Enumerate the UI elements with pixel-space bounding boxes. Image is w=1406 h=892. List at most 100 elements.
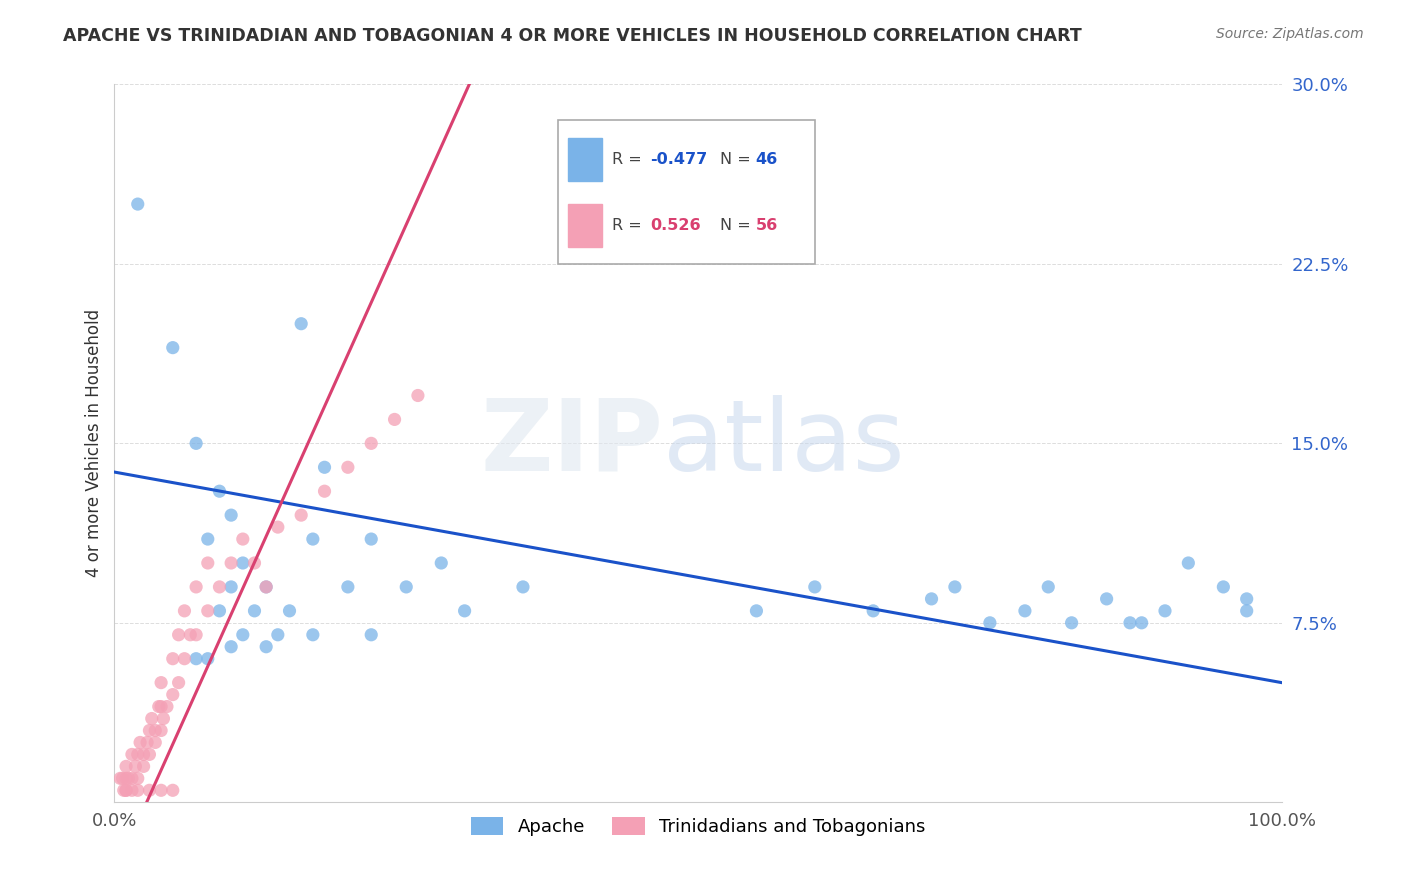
Point: [219, 508, 242, 523]
Point: [979, 615, 1001, 630]
Point: [150, 723, 173, 738]
Point: [943, 580, 966, 594]
Point: [254, 580, 277, 594]
Point: [148, 699, 170, 714]
Point: [110, 772, 132, 786]
Point: [150, 675, 173, 690]
Point: [453, 604, 475, 618]
Point: [1212, 580, 1234, 594]
Point: [1130, 615, 1153, 630]
Point: [1236, 591, 1258, 606]
Point: [167, 628, 190, 642]
Point: [360, 628, 382, 642]
Point: [197, 556, 219, 570]
Text: APACHE VS TRINIDADIAN AND TOBAGONIAN 4 OR MORE VEHICLES IN HOUSEHOLD CORRELATION: APACHE VS TRINIDADIAN AND TOBAGONIAN 4 O…: [63, 27, 1083, 45]
Point: [152, 712, 174, 726]
Point: [232, 532, 254, 546]
Point: [184, 580, 207, 594]
Point: [143, 723, 166, 738]
Point: [156, 699, 179, 714]
Point: [1154, 604, 1177, 618]
Point: [921, 591, 943, 606]
Point: [184, 436, 207, 450]
Point: [745, 604, 768, 618]
Point: [219, 556, 242, 570]
Point: [136, 735, 159, 749]
Point: [243, 556, 266, 570]
Point: [512, 580, 534, 594]
Point: [132, 759, 155, 773]
Point: [430, 556, 453, 570]
Point: [115, 772, 138, 786]
Point: [290, 508, 312, 523]
Point: [127, 772, 149, 786]
Point: [395, 580, 418, 594]
Point: [129, 735, 152, 749]
Point: [167, 675, 190, 690]
Point: [143, 735, 166, 749]
Point: [127, 197, 149, 211]
Point: [184, 628, 207, 642]
Point: [219, 580, 242, 594]
Point: [208, 604, 231, 618]
Point: [804, 580, 827, 594]
Point: [197, 604, 219, 618]
Point: [254, 640, 277, 654]
Point: [138, 723, 160, 738]
Point: [1119, 615, 1142, 630]
Point: [314, 484, 336, 499]
Point: [115, 759, 138, 773]
Point: [150, 783, 173, 797]
Point: [184, 651, 207, 665]
Text: Source: ZipAtlas.com: Source: ZipAtlas.com: [1216, 27, 1364, 41]
Point: [1236, 604, 1258, 618]
Point: [162, 783, 184, 797]
Point: [127, 747, 149, 762]
Point: [1095, 591, 1118, 606]
Point: [232, 556, 254, 570]
Point: [406, 388, 429, 402]
Point: [267, 520, 290, 534]
Point: [115, 783, 138, 797]
Text: atlas: atlas: [664, 395, 904, 491]
Point: [336, 580, 359, 594]
Point: [290, 317, 312, 331]
Point: [162, 341, 184, 355]
Point: [862, 604, 884, 618]
Point: [117, 772, 139, 786]
Point: [173, 651, 195, 665]
Point: [173, 604, 195, 618]
Point: [124, 759, 146, 773]
Point: [1060, 615, 1083, 630]
Point: [138, 783, 160, 797]
Point: [243, 604, 266, 618]
Point: [197, 651, 219, 665]
Point: [197, 532, 219, 546]
Point: [1014, 604, 1036, 618]
Point: [360, 436, 382, 450]
Y-axis label: 4 or more Vehicles in Household: 4 or more Vehicles in Household: [86, 310, 103, 577]
Point: [141, 712, 163, 726]
Point: [179, 628, 201, 642]
Point: [121, 747, 143, 762]
Point: [162, 688, 184, 702]
Legend: Apache, Trinidadians and Tobagonians: Apache, Trinidadians and Tobagonians: [464, 810, 932, 844]
Point: [336, 460, 359, 475]
Point: [278, 604, 301, 618]
Point: [302, 628, 325, 642]
Point: [115, 783, 138, 797]
Point: [121, 772, 143, 786]
Point: [162, 651, 184, 665]
Point: [314, 460, 336, 475]
Point: [232, 628, 254, 642]
Point: [219, 640, 242, 654]
Point: [208, 580, 231, 594]
Point: [111, 772, 134, 786]
Point: [1177, 556, 1199, 570]
Point: [360, 532, 382, 546]
Point: [384, 412, 406, 426]
Point: [254, 580, 277, 594]
Point: [121, 783, 143, 797]
Point: [132, 747, 155, 762]
Point: [302, 532, 325, 546]
